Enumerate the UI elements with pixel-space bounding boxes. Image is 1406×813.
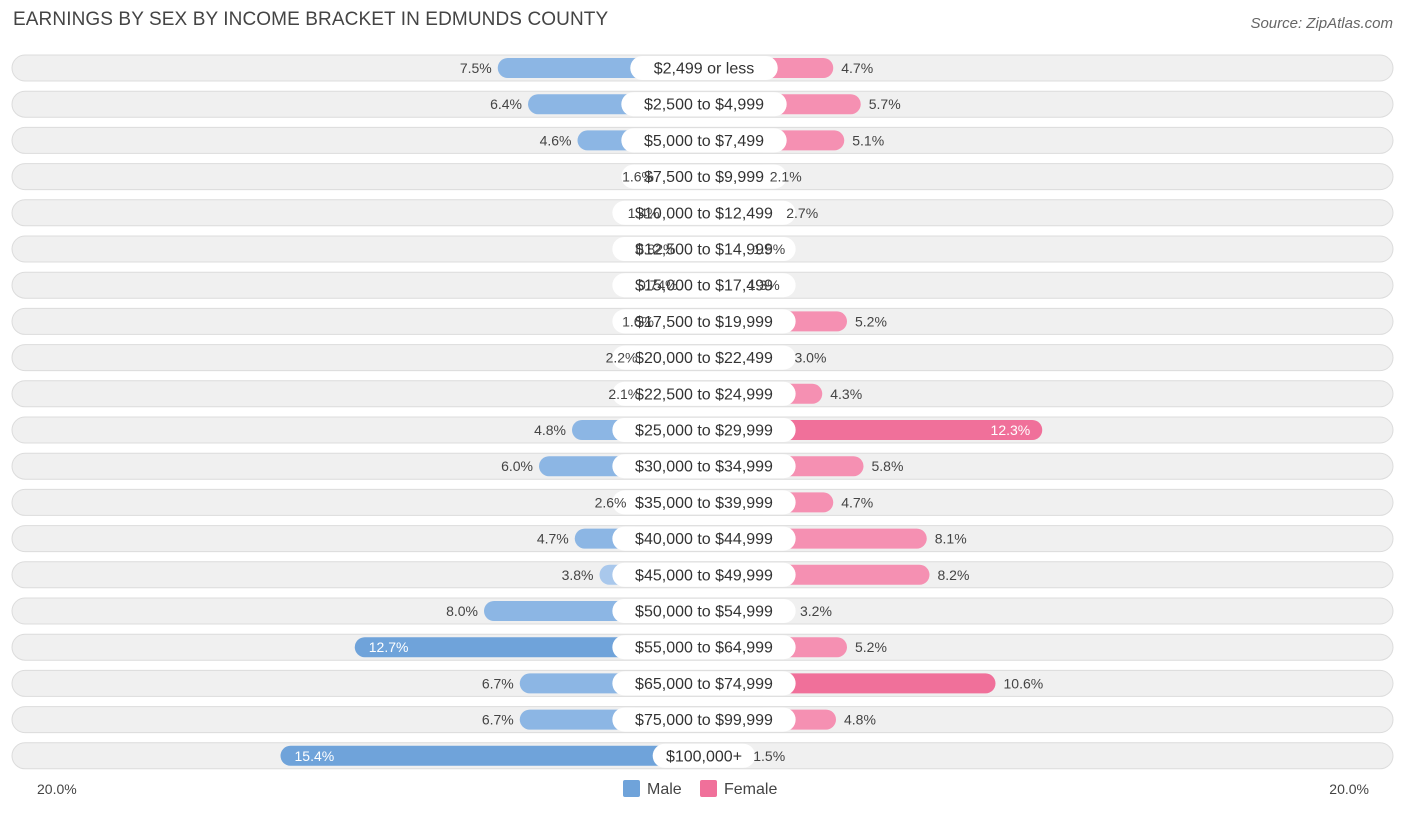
category-label: $5,000 to $7,499: [644, 133, 764, 150]
male-value-label: 2.1%: [608, 386, 640, 402]
female-value-label: 10.6%: [1004, 675, 1044, 691]
category-label-bg: [630, 56, 778, 80]
category-label: $35,000 to $39,999: [635, 495, 773, 512]
male-value-label: 12.7%: [369, 639, 409, 655]
female-value-label: 5.2%: [855, 639, 887, 655]
male-value-label: 7.5%: [460, 60, 492, 76]
male-bar: [280, 745, 704, 766]
male-value-label: 6.0%: [501, 458, 533, 474]
female-value-label: 5.8%: [872, 458, 904, 474]
category-label-bg: [612, 599, 796, 623]
male-value-label: 6.7%: [482, 712, 514, 728]
category-label-bg: [621, 164, 787, 189]
category-label-bg: [652, 743, 756, 768]
male-value-label: 8.0%: [446, 603, 478, 619]
category-label-bg: [612, 707, 796, 732]
category-label-bg: [612, 237, 796, 261]
male-value-label: 1.6%: [622, 313, 654, 329]
male-value-label: 4.6%: [540, 132, 572, 148]
category-label: $40,000 to $44,999: [635, 531, 773, 548]
category-label: $55,000 to $64,999: [635, 640, 773, 657]
female-value-label: 3.2%: [800, 603, 832, 619]
male-value-label: 1.4%: [628, 205, 660, 221]
legend-female-label: Female: [724, 781, 777, 798]
category-label-bg: [621, 128, 787, 153]
category-label-bg: [612, 671, 796, 696]
female-value-label: 4.8%: [844, 712, 876, 728]
male-value-label: 3.8%: [562, 567, 594, 583]
category-label-bg: [621, 92, 787, 117]
category-label-bg: [612, 345, 796, 370]
female-value-label: 1.5%: [753, 241, 785, 257]
male-value-label: 15.4%: [295, 748, 335, 764]
male-value-label: 0.74%: [638, 277, 678, 293]
legend-male-label: Male: [647, 781, 682, 798]
female-value-label: 2.1%: [770, 169, 802, 185]
category-label-bg: [612, 200, 796, 225]
female-value-label: 2.7%: [786, 205, 818, 221]
female-value-label: 12.3%: [991, 422, 1031, 438]
category-label: $15,000 to $17,499: [635, 278, 773, 295]
axis-left-label: 20.0%: [37, 781, 77, 797]
category-label: $50,000 to $54,999: [635, 604, 773, 621]
female-value-label: 5.1%: [852, 132, 884, 148]
male-value-label: 6.4%: [490, 96, 522, 112]
category-label: $45,000 to $49,999: [635, 567, 773, 584]
legend-male-swatch: [623, 780, 640, 797]
category-label-bg: [612, 490, 796, 515]
axis-right-label: 20.0%: [1329, 781, 1369, 797]
category-label: $22,500 to $24,999: [635, 386, 773, 403]
category-label-bg: [612, 562, 796, 587]
category-label: $10,000 to $12,499: [635, 205, 773, 222]
chart-title: EARNINGS BY SEX BY INCOME BRACKET IN EDM…: [13, 9, 609, 30]
female-value-label: 8.1%: [935, 531, 967, 547]
female-value-label: 3.0%: [795, 350, 827, 366]
female-value-label: 4.3%: [830, 386, 862, 402]
male-value-label: 1.6%: [622, 169, 654, 185]
female-value-label: 4.7%: [841, 60, 873, 76]
category-label-bg: [612, 309, 796, 334]
female-value-label: 5.2%: [855, 313, 887, 329]
female-value-label: 4.7%: [841, 494, 873, 510]
category-label: $17,500 to $19,999: [635, 314, 773, 331]
category-label: $7,500 to $9,999: [644, 169, 764, 186]
female-value-label: 1.5%: [753, 748, 785, 764]
male-value-label: 4.7%: [537, 531, 569, 547]
category-label-bg: [612, 454, 796, 479]
category-label: $75,000 to $99,999: [635, 712, 773, 729]
male-value-label: 2.6%: [595, 494, 627, 510]
category-label-bg: [612, 418, 796, 442]
category-label-bg: [612, 273, 796, 298]
legend-female-swatch: [700, 780, 717, 797]
male-value-label: 0.82%: [636, 241, 676, 257]
male-value-label: 4.8%: [534, 422, 566, 438]
female-value-label: 5.7%: [869, 96, 901, 112]
category-label: $2,499 or less: [654, 61, 755, 78]
category-label: $65,000 to $74,999: [635, 676, 773, 693]
female-value-label: 8.2%: [938, 567, 970, 583]
category-label: $25,000 to $29,999: [635, 423, 773, 440]
category-label: $100,000+: [666, 748, 742, 765]
male-value-label: 6.7%: [482, 675, 514, 691]
male-value-label: 2.2%: [606, 350, 638, 366]
category-label-bg: [612, 381, 796, 406]
category-label-bg: [612, 526, 796, 551]
category-label-bg: [612, 635, 796, 660]
category-label: $12,500 to $14,999: [635, 242, 773, 259]
category-label: $20,000 to $22,499: [635, 350, 773, 367]
female-value-label: 1.3%: [748, 277, 780, 293]
category-label: $30,000 to $34,999: [635, 459, 773, 476]
category-label: $2,500 to $4,999: [644, 97, 764, 114]
chart-source: Source: ZipAtlas.com: [1250, 15, 1393, 32]
